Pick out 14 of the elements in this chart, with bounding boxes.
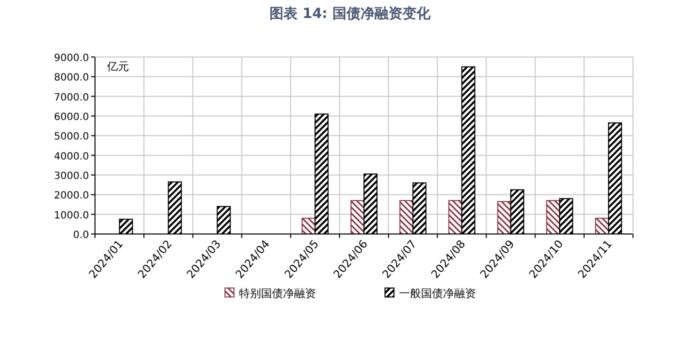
- ytick: 5000.0: [54, 132, 89, 143]
- legend: 特别国债净融资: [239, 287, 316, 300]
- ytick: 0.0: [73, 230, 89, 241]
- ytick: 9000.0: [54, 53, 89, 64]
- title: 图表 14: 国债净融资变化: [270, 6, 430, 22]
- ytick: 2000.0: [54, 190, 89, 202]
- ytick: 8000.0: [54, 72, 89, 84]
- ytick: 6000.0: [54, 112, 89, 123]
- ytick: 4000.0: [54, 151, 89, 162]
- ytick: 7000.0: [54, 92, 89, 104]
- annotation: 亿元: [107, 60, 129, 73]
- ytick: 3000.0: [54, 171, 89, 182]
- ytick: 1000.0: [54, 210, 89, 222]
- legend: 一般国债净融资: [399, 287, 476, 300]
